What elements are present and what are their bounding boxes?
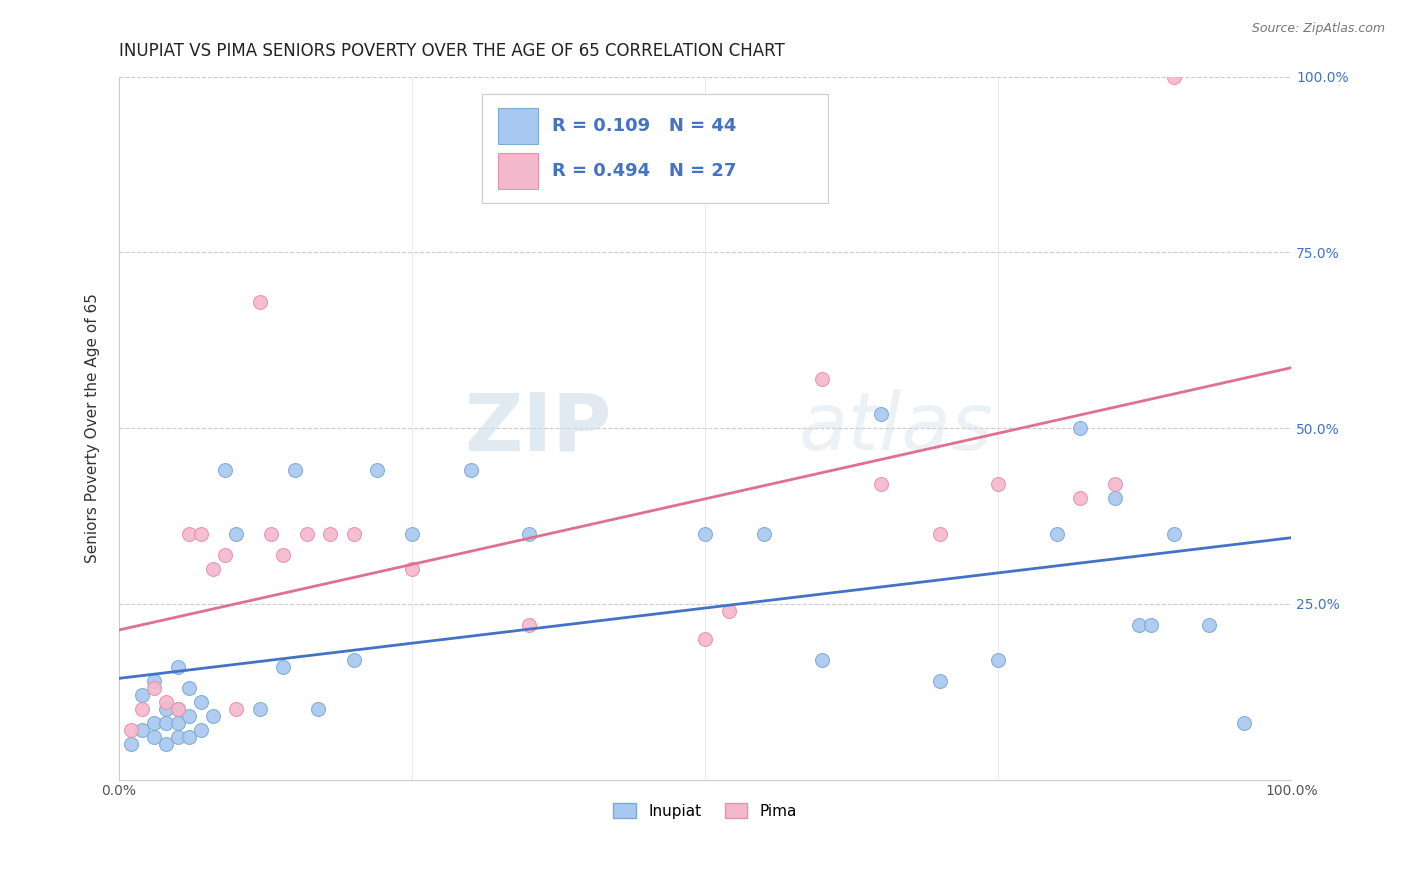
Point [928,674,950,689]
Point [1128,618,1150,632]
Point [143,681,166,696]
Point [143,716,166,731]
Point [249,294,271,309]
Point [987,477,1010,491]
Point [695,526,717,541]
Point [1163,526,1185,541]
Text: atlas: atlas [799,389,994,467]
Point [166,731,188,745]
Point [987,653,1010,667]
FancyBboxPatch shape [498,153,538,189]
Y-axis label: Seniors Poverty Over the Age of 65: Seniors Poverty Over the Age of 65 [86,293,100,563]
FancyBboxPatch shape [482,95,828,203]
Point [120,738,142,752]
Point [1139,618,1161,632]
Point [260,526,283,541]
Point [131,723,153,738]
Point [190,526,212,541]
Point [155,695,177,709]
Point [155,702,177,716]
FancyBboxPatch shape [498,109,538,145]
Point [401,562,423,576]
Point [166,702,188,716]
Point [201,562,224,576]
Point [249,702,271,716]
Point [695,632,717,646]
Point [225,702,247,716]
Point [366,463,388,477]
Point [928,526,950,541]
Point [1233,716,1256,731]
Point [870,477,893,491]
Point [155,716,177,731]
Point [166,660,188,674]
Point [214,548,236,562]
Point [201,709,224,723]
Point [811,653,834,667]
Point [143,731,166,745]
Point [166,716,188,731]
Point [1104,477,1126,491]
Point [155,738,177,752]
Point [811,372,834,386]
Point [401,526,423,541]
Text: R = 0.109   N = 44: R = 0.109 N = 44 [551,117,737,136]
Point [1069,491,1091,506]
Point [1163,70,1185,84]
Point [271,548,294,562]
Point [307,702,329,716]
Point [517,618,540,632]
Point [1046,526,1069,541]
Point [1069,421,1091,435]
Point [1104,491,1126,506]
Point [179,709,201,723]
Point [190,695,212,709]
Point [179,681,201,696]
Point [120,723,142,738]
Point [143,674,166,689]
Point [342,653,364,667]
Point [166,702,188,716]
Point [284,463,307,477]
Text: ZIP: ZIP [464,389,612,467]
Point [271,660,294,674]
Text: INUPIAT VS PIMA SENIORS POVERTY OVER THE AGE OF 65 CORRELATION CHART: INUPIAT VS PIMA SENIORS POVERTY OVER THE… [120,42,785,60]
Point [870,407,893,421]
Point [717,604,740,618]
Point [179,731,201,745]
Point [179,526,201,541]
Text: Source: ZipAtlas.com: Source: ZipAtlas.com [1251,22,1385,36]
Point [517,526,540,541]
Point [131,702,153,716]
Point [319,526,342,541]
Point [342,526,364,541]
Point [131,688,153,702]
Point [460,463,482,477]
Point [1198,618,1220,632]
Point [214,463,236,477]
Point [190,723,212,738]
Point [295,526,318,541]
Point [752,526,775,541]
Text: R = 0.494   N = 27: R = 0.494 N = 27 [551,162,737,180]
Point [225,526,247,541]
Legend: Inupiat, Pima: Inupiat, Pima [607,797,803,825]
